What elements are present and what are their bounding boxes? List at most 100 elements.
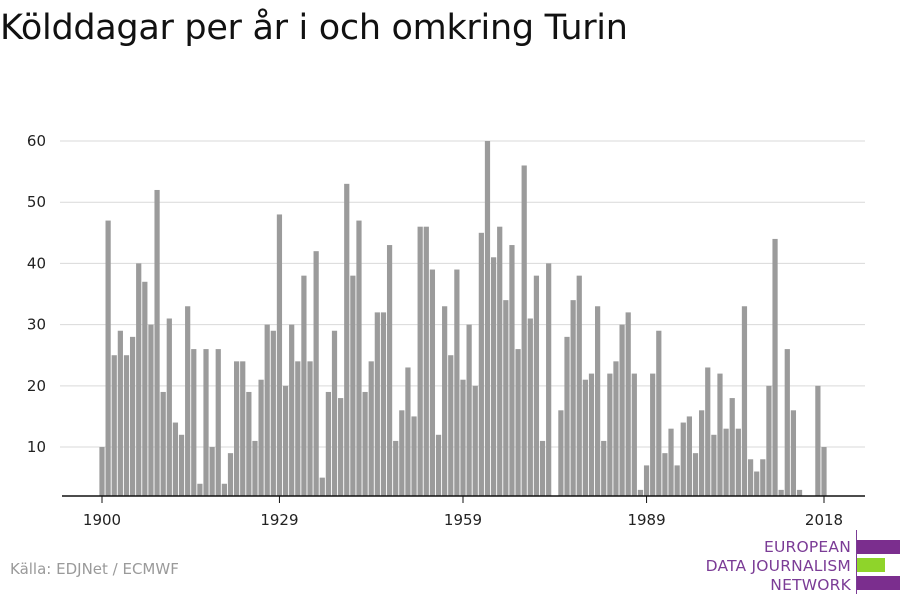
bar-1942 <box>356 220 362 496</box>
edjnet-logo[interactable]: EUROPEAN DATA JOURNALISM NETWORK <box>700 528 900 596</box>
bar-2009 <box>766 385 772 496</box>
bar-2007 <box>754 471 760 496</box>
bar-1963 <box>484 141 491 496</box>
source-note: Källa: EDJNet / ECMWF <box>10 560 179 578</box>
bar-1985 <box>619 324 625 496</box>
bar-1976 <box>564 336 570 496</box>
bar-1954 <box>429 269 436 496</box>
bar-2005 <box>741 306 748 496</box>
bar-2001 <box>717 373 723 496</box>
bar-1971 <box>533 275 540 496</box>
bar-1906 <box>136 263 142 496</box>
chart-title: Kölddagar per år i och omkring Turin <box>0 8 628 48</box>
bar-1909 <box>154 189 160 496</box>
bar-1922 <box>234 361 240 496</box>
bar-1991 <box>656 330 662 496</box>
bar-1929 <box>276 214 283 496</box>
logo-bar-purple-top <box>857 540 900 554</box>
logo-line-2: DATA JOURNALISM <box>705 557 851 575</box>
bar-1946 <box>380 312 387 496</box>
bar-1966 <box>503 300 509 496</box>
bar-1979 <box>582 379 588 496</box>
bar-1903 <box>117 330 123 496</box>
bar-1953 <box>423 226 429 496</box>
bar-1910 <box>160 391 166 496</box>
bar-1930 <box>282 385 289 496</box>
bar-1970 <box>527 318 533 496</box>
bar-2012 <box>784 349 790 496</box>
bar-1972 <box>539 440 546 496</box>
bar-1944 <box>368 361 374 496</box>
x-tick-label: 1959 <box>444 511 482 529</box>
bar-1925 <box>252 440 258 496</box>
bar-1927 <box>264 324 270 496</box>
logo-line-1: EUROPEAN <box>763 538 851 556</box>
bar-1921 <box>227 453 234 496</box>
bar-1978 <box>576 275 582 496</box>
bar-2017 <box>815 385 821 496</box>
y-tick-label: 40 <box>27 254 46 272</box>
bar-1952 <box>417 226 423 496</box>
bar-1965 <box>497 226 503 496</box>
bar-1996 <box>686 416 692 496</box>
bar-1935 <box>313 251 319 496</box>
bar-1923 <box>240 361 246 496</box>
bar-1900 <box>99 447 105 496</box>
bar-1992 <box>662 453 668 496</box>
bar-1947 <box>386 245 393 496</box>
bar-1933 <box>301 275 307 496</box>
bar-1904 <box>123 355 130 496</box>
bar-1901 <box>105 220 111 496</box>
bar-1919 <box>215 349 221 496</box>
bar-1937 <box>325 391 331 496</box>
bar-1988 <box>637 489 644 496</box>
bar-1938 <box>331 330 338 496</box>
bar-1960 <box>466 324 472 496</box>
bar-1999 <box>705 367 711 496</box>
bar-1939 <box>338 398 344 496</box>
bar-1917 <box>203 349 209 496</box>
bar-1957 <box>448 355 454 496</box>
bar-1928 <box>270 330 276 496</box>
bar-1983 <box>607 373 613 496</box>
bar-1936 <box>319 477 325 496</box>
y-tick-label: 20 <box>27 377 46 395</box>
bar-1981 <box>595 306 601 496</box>
bar-1941 <box>350 275 356 496</box>
bar-1926 <box>258 379 264 496</box>
bar-1998 <box>699 410 705 496</box>
bar-1916 <box>197 483 203 496</box>
bar-1940 <box>344 183 350 496</box>
bar-1964 <box>490 257 497 496</box>
x-axis-ticks: 1900 1929 1959 1989 2018 <box>83 496 843 529</box>
bar-1995 <box>680 422 686 496</box>
bar-2014 <box>796 489 803 496</box>
bar-1950 <box>405 367 411 496</box>
bar-1945 <box>374 312 380 496</box>
bar-2000 <box>711 434 717 496</box>
logo-divider <box>856 530 857 594</box>
bar-1955 <box>435 434 442 496</box>
bar-1986 <box>625 312 631 496</box>
bar-1997 <box>692 453 699 496</box>
bar-1975 <box>558 410 564 496</box>
bar-2003 <box>729 398 735 496</box>
bar-2008 <box>760 459 766 496</box>
bar-1961 <box>472 385 478 496</box>
bar-2018 <box>821 447 827 496</box>
bar-2002 <box>723 428 729 496</box>
bar-1914 <box>185 306 191 496</box>
bar-1908 <box>148 324 154 496</box>
y-tick-label: 10 <box>27 438 46 456</box>
y-tick-label: 60 <box>27 132 46 150</box>
bar-1915 <box>191 349 197 496</box>
bar-1967 <box>509 245 515 496</box>
bar-1993 <box>668 428 674 496</box>
bar-1969 <box>521 165 527 497</box>
y-axis-ticks: 10 20 30 40 50 60 <box>27 132 46 456</box>
bar-1918 <box>209 447 215 496</box>
logo-bar-purple-bottom <box>857 576 900 590</box>
bar-1968 <box>515 349 521 496</box>
bar-1962 <box>478 232 484 496</box>
